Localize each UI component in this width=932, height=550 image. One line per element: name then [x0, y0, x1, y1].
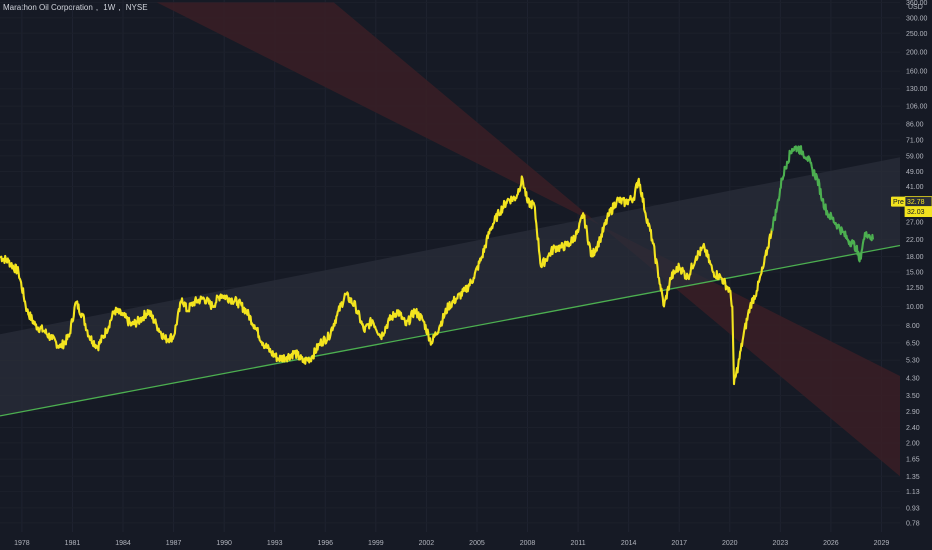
y-tick-label: 12.50 [906, 285, 924, 292]
y-tick-label: 3.50 [906, 393, 920, 400]
x-tick-label: 1990 [216, 540, 232, 547]
price-tag-value: 32.78 [907, 199, 925, 206]
y-tick-label: 130.00 [906, 86, 928, 93]
symbol-name[interactable]: Marathon Oil Corporation [3, 3, 93, 12]
x-tick-label: 1993 [267, 540, 283, 547]
y-tick-label: 8.00 [906, 323, 920, 330]
y-tick-label: 1.65 [906, 457, 920, 464]
price-series-historical[interactable] [0, 175, 773, 386]
price-series-recent[interactable] [770, 145, 875, 263]
x-tick-label: 2023 [773, 540, 789, 547]
y-tick-label: 27.00 [906, 220, 924, 227]
price-tags: Pre 32.78 32.03 [891, 196, 932, 218]
x-tick-label: 1984 [115, 540, 131, 547]
y-tick-label: 10.00 [906, 304, 924, 311]
interval-label[interactable]: 1W [103, 3, 116, 12]
x-tick-label: 2020 [722, 540, 738, 547]
y-tick-label: 2.00 [906, 440, 920, 447]
pre-market-label: Pre [893, 199, 904, 206]
y-tick-label: 2.40 [906, 425, 920, 432]
support-trend-line[interactable] [0, 244, 901, 417]
y-tick-label: 2.90 [906, 409, 920, 416]
x-tick-label: 1987 [166, 540, 182, 547]
exchange-label: NYSE [125, 3, 148, 12]
y-tick-label: 160.00 [906, 69, 928, 76]
channels [0, 2, 900, 477]
x-tick-label: 1996 [317, 540, 333, 547]
chart-header: Marathon Oil Corporation, 1W, NYSE [3, 3, 151, 12]
x-tick-label: 1999 [368, 540, 384, 547]
y-tick-label: 360.00 [906, 0, 928, 7]
y-tick-label: 49.00 [906, 169, 924, 176]
header-separator: , [118, 3, 121, 12]
x-tick-label: 1981 [65, 540, 81, 547]
x-tick-label: 2002 [419, 540, 435, 547]
price-axis[interactable]: 360.00 300.00 250.00 200.00 160.00 130.00 106.… [906, 0, 928, 527]
x-tick-label: 2011 [571, 540, 586, 547]
y-tick-label: 71.00 [906, 138, 924, 145]
y-tick-label: 59.00 [906, 153, 924, 160]
header-separator: , [95, 3, 99, 12]
y-tick-label: 41.00 [906, 184, 924, 191]
y-axis-unit: USD [908, 4, 923, 11]
x-tick-label: 2026 [823, 540, 839, 547]
x-tick-label: 2029 [874, 540, 890, 547]
price-lines [0, 145, 901, 417]
x-tick-label: 2005 [469, 540, 485, 547]
y-tick-label: 300.00 [906, 15, 928, 22]
x-tick-label: 2017 [671, 540, 687, 547]
y-tick-label: 200.00 [906, 50, 928, 57]
y-tick-label: 22.00 [906, 237, 924, 244]
y-tick-label: 1.35 [906, 474, 920, 481]
price-tag-value: 32.03 [907, 209, 925, 216]
x-tick-label: 1978 [14, 540, 30, 547]
x-tick-label: 2008 [520, 540, 536, 547]
y-tick-label: 0.78 [906, 520, 920, 527]
rising-channel-band [0, 157, 900, 416]
pre-market-tag [891, 196, 905, 207]
y-tick-label: 15.00 [906, 269, 924, 276]
price-tag-box [904, 206, 932, 218]
y-tick-label: 5.30 [906, 358, 920, 365]
time-axis[interactable]: 1978 1981 1984 1987 1990 1993 1996 1999 2002 2005… [14, 540, 889, 547]
y-tick-label: 106.00 [906, 104, 928, 111]
x-tick-label: 2014 [621, 540, 637, 547]
y-tick-label: 6.50 [906, 340, 920, 347]
y-tick-label: 0.93 [906, 505, 920, 512]
y-tick-label: 4.30 [906, 375, 920, 382]
y-tick-label: 86.00 [906, 121, 924, 128]
y-tick-label: 18.00 [906, 254, 924, 261]
y-tick-label: 1.13 [906, 489, 920, 496]
y-tick-label: 250.00 [906, 31, 928, 38]
